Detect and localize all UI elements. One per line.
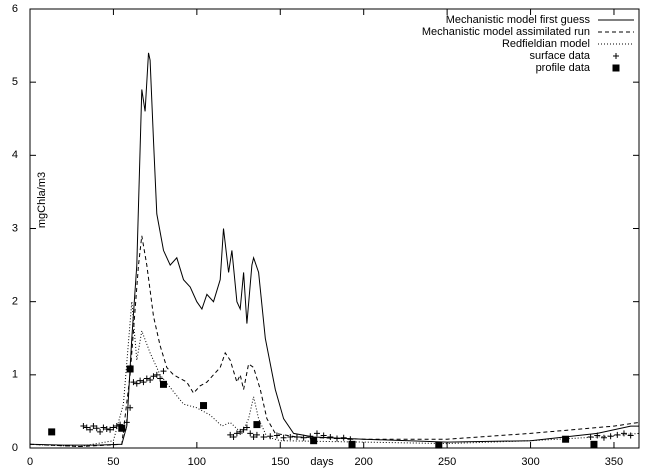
surface-marker [620,430,627,437]
y-tick-label: 3 [12,222,18,234]
profile-marker [118,424,126,432]
surface-marker [293,434,300,441]
profile-marker [590,440,598,448]
surface-marker [80,423,87,430]
profile-marker [126,365,134,373]
surface-marker [273,432,280,439]
y-tick-label: 0 [12,442,18,454]
profile-marker [435,441,443,449]
legend-label: Redfieldian model [502,38,590,50]
surface-marker [137,377,144,384]
surface-marker [103,425,110,432]
surface-marker [280,434,287,441]
legend-label: Mechanistic model assimilated run [422,26,590,38]
series-line [29,52,639,446]
y-tick-label: 2 [12,296,18,308]
x-tick-label: 200 [355,456,373,468]
surface-marker [587,434,594,441]
surface-marker [253,431,260,438]
surface-marker [87,426,94,433]
y-tick-label: 6 [12,3,18,15]
surface-marker [93,425,100,432]
profile-marker [348,440,356,448]
legend-label: surface data [529,50,590,62]
surface-marker [313,430,320,437]
surface-marker [340,434,347,441]
x-axis-label: days [310,456,334,468]
profile-marker [562,435,570,443]
y-tick-label: 5 [12,76,18,88]
legend-label: profile data [536,62,591,74]
surface-marker [300,434,307,441]
surface-marker [143,375,150,382]
surface-marker [83,424,90,431]
surface-marker [320,432,327,439]
surface-marker [233,430,240,437]
surface-marker [334,435,341,442]
x-tick-label: 250 [438,456,456,468]
surface-marker [130,379,137,386]
x-tick-label: 300 [521,456,539,468]
y-tick-label: 4 [12,149,18,161]
surface-marker [157,375,164,382]
profile-marker [253,421,261,429]
x-tick-label: 100 [188,456,206,468]
series-line [29,235,640,448]
plot-frame [29,8,640,449]
profile-marker [310,437,318,445]
surface-marker [627,432,634,439]
profile-marker [48,428,56,436]
surface-marker [153,371,160,378]
surface-marker [123,419,130,426]
x-tick-label: 50 [107,456,119,468]
surface-marker [267,433,274,440]
surface-marker [594,432,601,439]
surface-marker [230,434,237,441]
profile-marker [159,380,167,388]
surface-marker [287,434,294,441]
surface-marker [110,424,117,431]
y-tick-label: 1 [12,369,18,381]
surface-marker [614,431,621,438]
surface-marker [127,404,134,411]
surface-marker [327,434,334,441]
surface-marker [240,426,247,433]
surface-marker [247,430,254,437]
x-tick-label: 350 [605,456,623,468]
legend-swatch [613,53,619,59]
surface-marker [107,426,114,433]
surface-marker [227,431,234,438]
legend-label: Mechanistic model first guess [446,14,591,26]
surface-marker [133,380,140,387]
legend-swatch [612,64,620,72]
surface-marker [160,368,167,375]
surface-marker [600,434,607,441]
surface-marker [260,434,267,441]
x-tick-label: 150 [271,456,289,468]
surface-marker [237,428,244,435]
surface-marker [250,434,257,441]
x-tick-label: 0 [27,456,33,468]
surface-marker [607,433,614,440]
profile-marker [200,402,208,410]
surface-marker [90,423,97,430]
surface-marker [140,379,147,386]
surface-marker [100,424,107,431]
surface-marker [243,424,250,431]
surface-marker [150,373,157,380]
surface-marker [147,376,154,383]
y-axis-label: mgChla/m3 [36,172,48,228]
surface-marker [97,428,104,435]
